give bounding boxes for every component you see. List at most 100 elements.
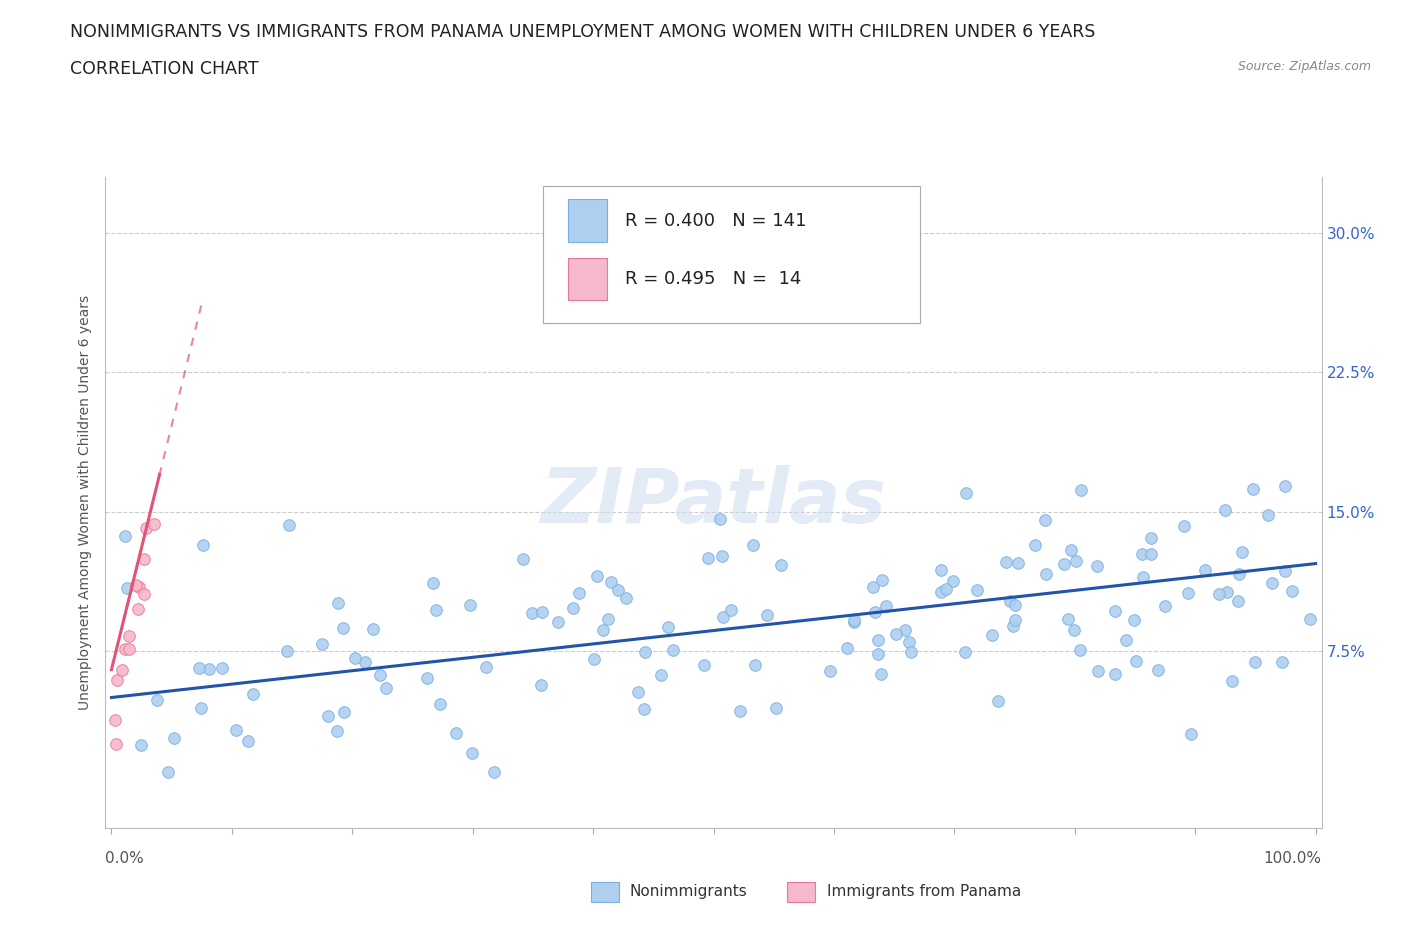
Point xyxy=(1125,653,1147,668)
Point xyxy=(1281,583,1303,598)
Point xyxy=(118,642,141,657)
Text: CORRELATION CHART: CORRELATION CHART xyxy=(70,60,259,78)
Point xyxy=(131,737,153,752)
Point xyxy=(1299,612,1322,627)
Point xyxy=(711,549,734,564)
Point xyxy=(884,627,907,642)
Point xyxy=(198,661,221,676)
Point xyxy=(1140,547,1163,562)
Point xyxy=(225,723,247,737)
Point xyxy=(756,607,779,622)
Point xyxy=(111,662,134,677)
Point xyxy=(770,557,793,572)
Point xyxy=(422,575,444,590)
Point xyxy=(429,697,451,711)
Point xyxy=(530,604,553,619)
Point xyxy=(842,615,865,630)
Point xyxy=(1213,502,1236,517)
Point xyxy=(128,579,150,594)
Point xyxy=(953,644,976,659)
FancyBboxPatch shape xyxy=(568,200,606,242)
Point xyxy=(143,516,166,531)
Point xyxy=(1104,667,1126,682)
Point xyxy=(1069,643,1091,658)
Point xyxy=(1004,597,1026,612)
Point xyxy=(242,687,264,702)
Point xyxy=(104,737,127,751)
Point xyxy=(354,655,377,670)
Point xyxy=(1230,544,1253,559)
Point xyxy=(863,604,886,619)
Point xyxy=(1271,654,1294,669)
Point xyxy=(872,573,894,588)
Point xyxy=(981,628,1004,643)
Point xyxy=(894,623,917,638)
Point xyxy=(711,609,734,624)
Point xyxy=(728,703,751,718)
Point xyxy=(163,730,186,745)
Point xyxy=(191,538,214,552)
Point xyxy=(104,712,127,727)
Point xyxy=(955,485,977,500)
Point xyxy=(1154,599,1177,614)
Point xyxy=(1243,655,1265,670)
Point xyxy=(1033,513,1056,528)
Point xyxy=(343,651,366,666)
Point xyxy=(157,764,180,779)
Point xyxy=(596,612,619,627)
Text: Immigrants from Panama: Immigrants from Panama xyxy=(827,884,1021,899)
Point xyxy=(361,621,384,636)
Point xyxy=(929,563,952,578)
Point xyxy=(998,594,1021,609)
Point xyxy=(311,637,333,652)
Point xyxy=(657,619,679,634)
Point xyxy=(868,632,890,647)
Point xyxy=(326,595,349,610)
Point xyxy=(114,528,136,543)
Point xyxy=(693,658,716,672)
Point xyxy=(1139,530,1161,545)
Text: R = 0.400   N = 141: R = 0.400 N = 141 xyxy=(624,212,806,230)
Point xyxy=(1004,613,1026,628)
Text: R = 0.495   N =  14: R = 0.495 N = 14 xyxy=(624,271,801,288)
Point xyxy=(1274,478,1296,493)
Point xyxy=(931,585,953,600)
Point xyxy=(211,660,233,675)
Point xyxy=(474,659,496,674)
Point xyxy=(1261,576,1284,591)
Point xyxy=(132,551,155,566)
Point xyxy=(844,613,866,628)
Y-axis label: Unemployment Among Women with Children Under 6 years: Unemployment Among Women with Children U… xyxy=(79,295,93,710)
Point xyxy=(512,551,534,566)
Point xyxy=(600,575,623,590)
Point xyxy=(935,581,957,596)
Point xyxy=(720,603,742,618)
Point xyxy=(114,642,136,657)
Point xyxy=(987,694,1010,709)
Point xyxy=(614,591,637,605)
Point xyxy=(1053,556,1076,571)
Point xyxy=(115,580,138,595)
Text: 100.0%: 100.0% xyxy=(1264,851,1322,866)
Point xyxy=(1227,566,1250,581)
Point xyxy=(482,764,505,779)
Point xyxy=(870,667,893,682)
Point xyxy=(585,568,607,583)
Point xyxy=(146,692,169,707)
Point xyxy=(1024,538,1046,552)
Point xyxy=(236,734,259,749)
Point xyxy=(765,701,787,716)
Point xyxy=(1070,483,1092,498)
Point xyxy=(592,623,614,638)
Point xyxy=(1063,622,1085,637)
Point xyxy=(127,602,149,617)
Point xyxy=(1132,570,1154,585)
Point xyxy=(316,709,339,724)
Point xyxy=(900,644,922,659)
Point xyxy=(633,702,655,717)
Point xyxy=(898,634,921,649)
Point xyxy=(835,641,858,656)
Point xyxy=(1057,611,1080,626)
Point xyxy=(1059,542,1081,557)
Point xyxy=(425,603,447,618)
